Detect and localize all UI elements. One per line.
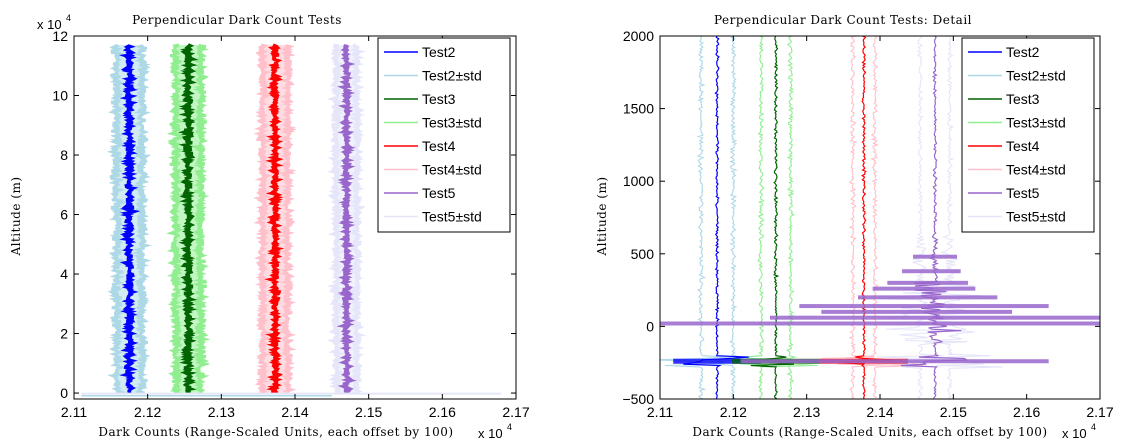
legend-label: Test2 — [422, 44, 456, 60]
series-test5-spike — [872, 286, 976, 291]
chart-left-xlabel: Dark Counts (Range-Scaled Units, each of… — [98, 425, 453, 439]
y-tick-label: 0 — [646, 318, 654, 334]
series-test5-std-lower — [860, 36, 971, 399]
series-test5-spike — [858, 295, 998, 300]
x-tick-label: 2.16 — [429, 404, 456, 420]
x-tick-label: 2.17 — [1086, 404, 1113, 420]
y-tick-label: −500 — [622, 391, 654, 407]
x-tick-label: 2.11 — [61, 404, 87, 420]
chart-right-legend: Test2 Test2±std Test3 Test3±std Test4 Test4±s… — [961, 37, 1095, 233]
series-test5-std-upper — [924, 36, 1004, 399]
series-test2-std-upper — [710, 36, 756, 399]
series-test3-line — [177, 43, 199, 395]
legend-label: Test5±std — [1006, 209, 1066, 225]
y-tick-label: 2 — [60, 326, 68, 342]
series-test5-spike — [660, 321, 1100, 326]
series-test4-line — [264, 43, 285, 395]
legend-label: Test3 — [422, 91, 456, 107]
x-tick-label: 2.11 — [647, 404, 673, 420]
y-tick-label: 6 — [60, 207, 68, 223]
legend-label: Test4±std — [1006, 162, 1066, 178]
x-tick-label: 2.17 — [502, 404, 529, 420]
chart-left-y-multiplier: x 10 4 — [37, 13, 71, 32]
x-tick-label: 2.14 — [281, 404, 308, 420]
x-tick-label: 2.15 — [940, 404, 967, 420]
legend-label: Test3±std — [422, 115, 482, 131]
y-tick-label: 4 — [60, 266, 68, 282]
x-tick-label: 2.12 — [134, 404, 161, 420]
legend-label: Test2±std — [422, 68, 482, 84]
chart-left: Perpendicular Dark Count Tests Altitude … — [9, 13, 530, 441]
y-tick-label: 0 — [60, 385, 68, 401]
svg-text:x 10: x 10 — [478, 426, 503, 441]
series-test5-line — [900, 36, 969, 399]
chart-left-axes: 2.11 2.12 2.13 2.14 2.15 2.16 2.17 0 2 4 6 8 10 12 — [52, 28, 529, 420]
x-tick-label: 2.12 — [720, 404, 747, 420]
y-tick-label: 8 — [60, 147, 68, 163]
series-test4-std-lower — [817, 36, 917, 399]
svg-text:x 10: x 10 — [1062, 426, 1087, 441]
legend-label: Test3 — [1006, 91, 1040, 107]
series-test5-spike — [913, 254, 957, 259]
chart-right-ylabel: Altitude (m) — [595, 176, 609, 256]
y-tick-label: 1500 — [623, 101, 654, 117]
chart-right-x-multiplier: x 10 4 — [1062, 422, 1096, 441]
legend-label: Test2±std — [1006, 68, 1066, 84]
legend-label: Test5 — [422, 185, 456, 201]
series-test2-line — [119, 44, 141, 394]
x-tick-label: 2.13 — [208, 404, 235, 420]
series-test3-std-upper — [764, 36, 827, 399]
chart-left-legend: Test2 Test2±std Test3 Test3±std Test4 Test4±s… — [377, 37, 511, 233]
y-tick-label: 12 — [52, 28, 68, 44]
legend-label: Test2 — [1006, 44, 1040, 60]
series-test5-spike — [902, 269, 961, 274]
series-test4-line — [840, 36, 894, 399]
chart-right-xlabel: Dark Counts (Range-Scaled Units, each of… — [692, 425, 1047, 439]
legend-label: Test5±std — [422, 209, 482, 225]
series-test5-spike — [770, 315, 1100, 320]
legend-label: Test5 — [1006, 185, 1040, 201]
chart-left-x-multiplier: x 10 4 — [478, 422, 512, 441]
series-test5-spike — [887, 280, 968, 285]
chart-left-ylabel: Altitude (m) — [9, 176, 23, 256]
x-tick-label: 2.13 — [793, 404, 820, 420]
legend-box — [961, 37, 1095, 233]
legend-box — [377, 37, 511, 233]
y-tick-label: 2000 — [623, 28, 654, 44]
series-test2-line — [683, 36, 749, 399]
series-test3-std-lower — [740, 36, 818, 399]
series-test4-std-upper — [837, 36, 923, 399]
chart-left-plot-area — [81, 43, 502, 397]
svg-text:4: 4 — [66, 13, 71, 23]
x-tick-label: 2.15 — [355, 404, 382, 420]
chart-left-title: Perpendicular Dark Count Tests — [132, 13, 342, 27]
y-tick-label: 10 — [52, 88, 68, 104]
legend-label: Test4 — [422, 138, 456, 154]
series-test2-std-lower — [106, 43, 128, 395]
series-test2-spike — [673, 358, 762, 364]
chart-right-plot-area — [660, 36, 1100, 399]
svg-text:4: 4 — [507, 422, 512, 432]
legend-label: Test4±std — [422, 162, 482, 178]
series-test2-std-lower — [660, 36, 732, 399]
svg-text:4: 4 — [1091, 422, 1096, 432]
x-tick-label: 2.16 — [1013, 404, 1040, 420]
series-test3-line — [750, 36, 795, 399]
legend-label: Test4 — [1006, 138, 1040, 154]
series-test5-spike — [821, 309, 1012, 314]
series-test5-spike — [799, 304, 1049, 309]
series-test5-spike — [740, 359, 1049, 364]
series-test5-line — [336, 43, 357, 395]
svg-text:x 10: x 10 — [37, 17, 62, 32]
chart-right-title: Perpendicular Dark Count Tests: Detail — [714, 13, 972, 27]
chart-right-axes: 2.11 2.12 2.13 2.14 2.15 2.16 2.17 −500 0 500 1000… — [622, 28, 1113, 420]
y-tick-label: 500 — [631, 246, 655, 262]
y-tick-label: 1000 — [623, 173, 654, 189]
chart-right: Perpendicular Dark Count Tests: Detail A… — [595, 13, 1114, 441]
series-test5-std-upper — [346, 43, 367, 395]
legend-label: Test3±std — [1006, 115, 1066, 131]
x-tick-label: 2.14 — [866, 404, 893, 420]
